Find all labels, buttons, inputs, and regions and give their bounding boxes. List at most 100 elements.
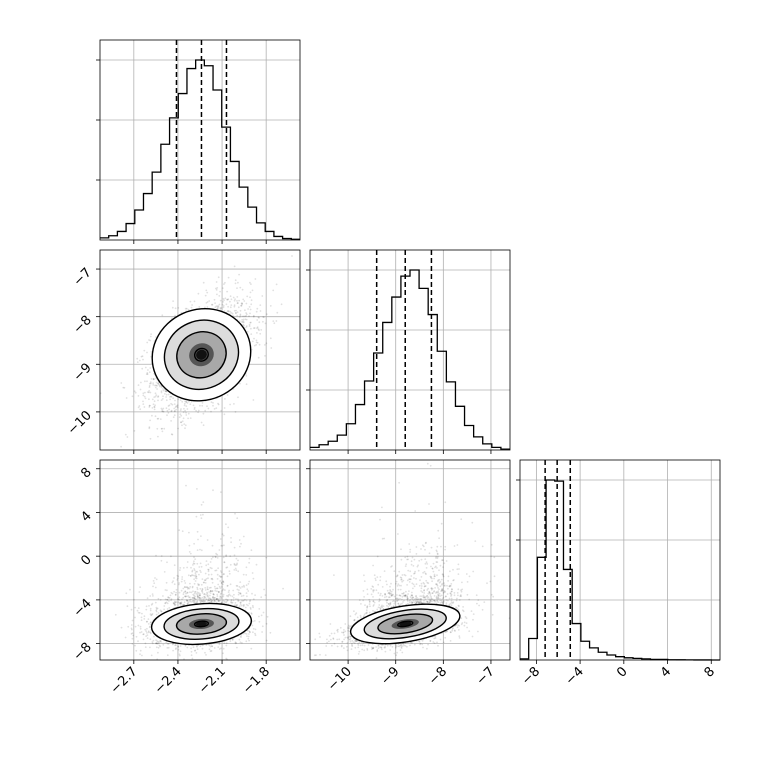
sample-point bbox=[195, 409, 198, 412]
sample-point bbox=[173, 564, 176, 567]
sample-point bbox=[213, 585, 216, 588]
sample-point bbox=[265, 622, 268, 625]
sample-point bbox=[166, 561, 168, 564]
sample-point bbox=[238, 605, 241, 608]
sample-point bbox=[230, 537, 232, 539]
sample-point bbox=[215, 287, 217, 290]
sample-point bbox=[173, 590, 176, 593]
sample-point bbox=[222, 534, 225, 537]
sample-point bbox=[269, 337, 272, 340]
sample-point bbox=[197, 411, 200, 414]
sample-point bbox=[280, 303, 283, 306]
sample-point bbox=[226, 290, 229, 293]
sample-point bbox=[162, 389, 165, 392]
sample-point bbox=[243, 324, 245, 327]
sample-point bbox=[225, 657, 228, 660]
sample-point bbox=[202, 424, 205, 427]
sample-point bbox=[237, 302, 239, 304]
sample-point bbox=[250, 303, 253, 306]
sample-point bbox=[261, 625, 264, 628]
sample-point bbox=[156, 427, 159, 430]
sample-point bbox=[208, 648, 211, 651]
sample-point bbox=[183, 423, 186, 425]
sample-point bbox=[147, 391, 150, 394]
sample-point bbox=[167, 405, 170, 407]
sample-point bbox=[230, 304, 233, 306]
sample-point bbox=[157, 382, 159, 385]
sample-point bbox=[216, 595, 219, 597]
sample-point bbox=[206, 594, 209, 597]
sample-point bbox=[177, 427, 180, 430]
sample-point bbox=[249, 321, 252, 324]
sample-point bbox=[227, 276, 230, 279]
sample-point bbox=[225, 554, 228, 557]
sample-point bbox=[219, 306, 222, 309]
sample-point bbox=[163, 605, 166, 607]
sample-point bbox=[199, 514, 202, 516]
sample-point bbox=[222, 306, 225, 309]
sample-point bbox=[149, 382, 151, 385]
sample-point bbox=[211, 544, 214, 547]
sample-point bbox=[202, 513, 204, 516]
sample-point bbox=[263, 316, 265, 318]
sample-point bbox=[196, 562, 199, 565]
sample-point bbox=[247, 635, 250, 638]
sample-point bbox=[222, 593, 225, 596]
sample-point bbox=[216, 287, 219, 289]
sample-point bbox=[200, 421, 203, 424]
sample-point bbox=[239, 309, 242, 312]
sample-point bbox=[158, 644, 161, 647]
sample-point bbox=[155, 381, 158, 384]
sample-point bbox=[213, 298, 216, 301]
sample-point bbox=[174, 603, 177, 606]
sample-point bbox=[218, 549, 221, 551]
sample-point bbox=[159, 640, 161, 642]
sample-point bbox=[229, 403, 232, 406]
sample-point bbox=[259, 304, 262, 306]
sample-point bbox=[244, 315, 246, 318]
sample-point bbox=[229, 563, 232, 566]
sample-point bbox=[199, 569, 202, 572]
sample-point bbox=[193, 582, 196, 585]
sample-point bbox=[167, 393, 170, 396]
sample-point bbox=[234, 311, 237, 314]
sample-point bbox=[141, 355, 144, 358]
sample-point bbox=[158, 383, 160, 386]
sample-point bbox=[154, 404, 157, 407]
sample-point bbox=[146, 373, 149, 376]
sample-point bbox=[251, 289, 254, 292]
sample-point bbox=[223, 407, 226, 409]
sample-point bbox=[137, 395, 140, 397]
sample-point bbox=[247, 583, 250, 585]
sample-point bbox=[232, 599, 235, 602]
sample-point bbox=[223, 561, 226, 564]
sample-point bbox=[139, 631, 141, 634]
sample-point bbox=[241, 302, 244, 305]
sample-point bbox=[137, 406, 140, 409]
sample-point bbox=[156, 388, 159, 390]
sample-point bbox=[154, 586, 157, 589]
sample-point bbox=[234, 298, 237, 300]
sample-point bbox=[120, 626, 123, 629]
sample-point bbox=[207, 568, 210, 571]
sample-point bbox=[256, 307, 259, 310]
sample-point bbox=[189, 586, 192, 588]
sample-point bbox=[231, 595, 234, 598]
sample-point bbox=[262, 320, 264, 323]
sample-point bbox=[224, 398, 226, 400]
sample-point bbox=[146, 380, 148, 383]
sample-point bbox=[248, 602, 251, 605]
sample-point bbox=[199, 548, 201, 551]
sample-point bbox=[162, 410, 164, 413]
sample-point bbox=[190, 591, 193, 594]
sample-point bbox=[219, 290, 222, 293]
sample-point bbox=[174, 314, 176, 317]
sample-point bbox=[149, 381, 152, 383]
sample-point bbox=[193, 542, 196, 545]
sample-point bbox=[264, 322, 267, 325]
sample-point bbox=[220, 582, 223, 585]
sample-point bbox=[214, 587, 217, 590]
sample-point bbox=[204, 600, 207, 602]
sample-point bbox=[217, 306, 220, 309]
sample-point bbox=[165, 407, 168, 410]
